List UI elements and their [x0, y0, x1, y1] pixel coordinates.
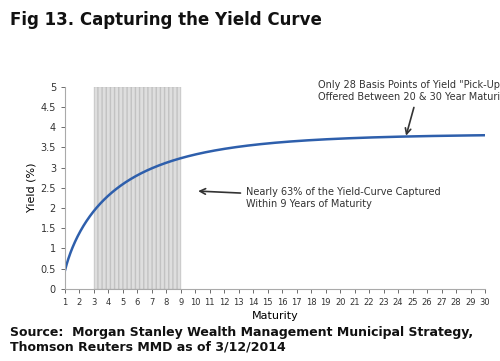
Y-axis label: Yield (%): Yield (%) [26, 163, 36, 213]
Text: Nearly 63% of the Yield-Curve Captured
Within 9 Years of Maturity: Nearly 63% of the Yield-Curve Captured W… [200, 187, 440, 209]
X-axis label: Maturity: Maturity [252, 311, 298, 321]
Text: Only 28 Basis Points of Yield "Pick-Up"
Offered Between 20 & 30 Year Maturities: Only 28 Basis Points of Yield "Pick-Up" … [318, 81, 500, 134]
Text: Source:  Morgan Stanley Wealth Management Municipal Strategy,
Thomson Reuters MM: Source: Morgan Stanley Wealth Management… [10, 326, 473, 354]
Bar [94, 87, 181, 289]
Text: Fig 13. Capturing the Yield Curve: Fig 13. Capturing the Yield Curve [10, 11, 322, 29]
